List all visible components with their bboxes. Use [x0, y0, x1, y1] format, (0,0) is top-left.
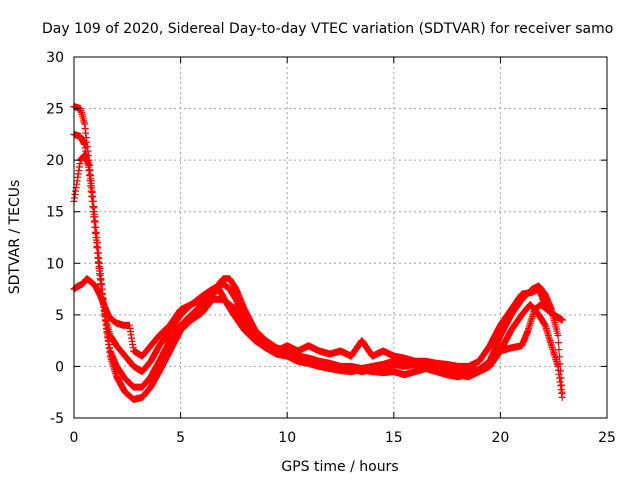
y-tick-label: 5: [55, 308, 64, 324]
x-tick-label: 0: [70, 430, 79, 446]
y-axis-label: SDTVAR / TECUs: [7, 180, 23, 295]
axis-ticks: 0 5 10 15 20 25 -5 0 5 10 15 20 25 30: [46, 50, 616, 446]
x-tick-label: 25: [598, 430, 616, 446]
x-axis-label: GPS time / hours: [281, 459, 398, 475]
y-tick-label: 25: [46, 102, 64, 118]
grid: [74, 57, 607, 418]
y-tick-label: -5: [50, 411, 64, 427]
y-tick-label: 0: [55, 359, 64, 375]
x-tick-label: 20: [491, 430, 509, 446]
y-tick-label: 15: [46, 205, 64, 221]
chart-title: Day 109 of 2020, Sidereal Day-to-day VTE…: [42, 21, 613, 37]
plot-frame: [73, 56, 608, 419]
x-tick-label: 10: [278, 430, 296, 446]
x-tick-label: 15: [385, 430, 403, 446]
y-tick-label: 20: [46, 153, 64, 169]
y-tick-label: 10: [46, 256, 64, 272]
x-tick-label: 5: [176, 430, 185, 446]
y-tick-label: 30: [46, 50, 64, 66]
